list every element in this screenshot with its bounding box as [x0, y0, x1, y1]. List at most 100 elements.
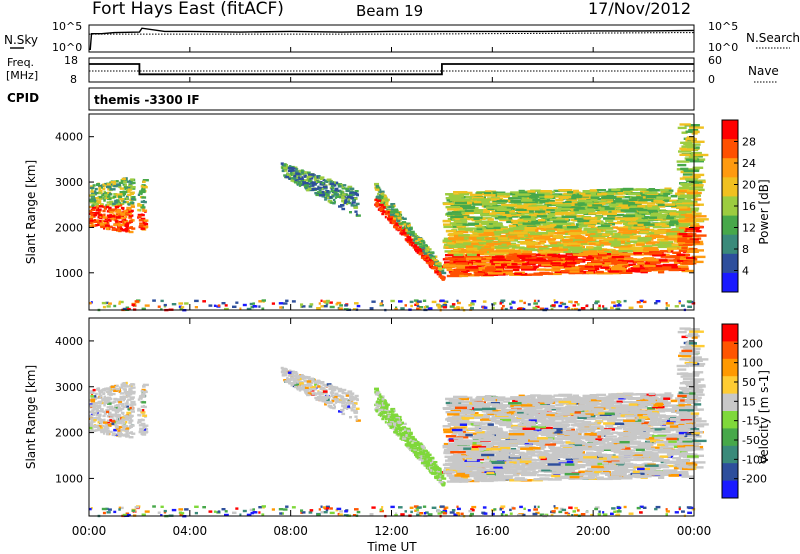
- power-echo: [381, 212, 385, 216]
- power-echo: [508, 224, 517, 228]
- power-echo: [522, 307, 526, 311]
- power-echo: [462, 245, 474, 248]
- power-echo: [555, 204, 572, 207]
- power-echo: [90, 301, 93, 304]
- velocity-echo: [126, 413, 132, 416]
- power-echo: [613, 236, 620, 240]
- power-echo: [389, 210, 395, 214]
- power-echo: [471, 303, 475, 306]
- power-echo: [297, 182, 303, 185]
- velocity-echo: [130, 403, 135, 406]
- power-echo: [374, 186, 378, 189]
- power-echo: [522, 222, 536, 225]
- velocity-echo: [106, 406, 110, 409]
- power-echo: [492, 191, 506, 194]
- power-echo: [626, 240, 634, 243]
- power-echo: [333, 200, 336, 204]
- power-echo: [460, 199, 476, 202]
- velocity-echo: [102, 410, 107, 413]
- power-echo: [535, 259, 547, 262]
- power-echo: [551, 232, 563, 235]
- power-echo: [533, 302, 538, 305]
- power-echo: [679, 249, 688, 252]
- power-echo: [409, 240, 412, 243]
- power-echo: [322, 178, 326, 182]
- power-echo: [392, 217, 397, 220]
- power-echo: [607, 192, 614, 195]
- power-echo: [685, 154, 698, 157]
- power-echo: [509, 237, 520, 240]
- power-echo: [321, 195, 325, 198]
- range-tick-label: 3000: [55, 176, 83, 189]
- power-echo: [396, 227, 400, 231]
- power-echo: [524, 195, 539, 198]
- velocity-echo: [121, 424, 127, 427]
- power-echo: [689, 160, 704, 163]
- power-echo: [314, 178, 318, 182]
- velocity-echo: [92, 388, 96, 392]
- power-echo: [98, 196, 103, 199]
- power-echo: [330, 189, 335, 193]
- power-echo: [487, 207, 499, 210]
- power-echo: [130, 187, 133, 190]
- power-echo: [386, 205, 391, 208]
- power-echo: [584, 266, 594, 269]
- power-echo: [380, 194, 384, 198]
- power-echo: [569, 229, 582, 233]
- power-echo: [141, 196, 147, 199]
- colorbar-tick-label: 8: [742, 243, 749, 256]
- power-echo: [93, 220, 98, 224]
- power-echo: [119, 187, 125, 190]
- power-echo: [291, 300, 296, 303]
- colorbar-tick-label: 24: [742, 157, 756, 170]
- power-echo: [92, 202, 98, 206]
- power-echo: [502, 304, 505, 308]
- power-echo: [416, 241, 420, 244]
- velocity-echo: [99, 396, 102, 399]
- power-echo: [379, 203, 384, 207]
- power-echo: [120, 300, 124, 304]
- power-echo: [239, 307, 242, 310]
- power-echo: [425, 247, 429, 250]
- velocity-echo: [103, 392, 106, 395]
- power-echo: [463, 272, 472, 276]
- power-echo: [382, 206, 386, 209]
- velocity-echo: [104, 396, 108, 400]
- power-echo: [569, 271, 584, 275]
- power-echo: [152, 299, 156, 302]
- power-echo: [613, 195, 623, 199]
- power-echo: [526, 245, 543, 248]
- power-echo: [436, 304, 442, 307]
- power-echo: [305, 179, 310, 182]
- power-echo: [611, 301, 616, 304]
- power-echo: [686, 256, 696, 260]
- power-echo: [665, 304, 670, 307]
- power-echo: [633, 249, 647, 253]
- power-echo: [138, 225, 144, 228]
- power-echo: [345, 187, 349, 190]
- power-echo: [589, 220, 601, 223]
- power-echo: [498, 216, 507, 219]
- power-echo: [508, 197, 522, 200]
- power-echo: [676, 231, 687, 234]
- power-echo: [341, 185, 345, 189]
- power-echo: [630, 240, 643, 243]
- power-echo: [537, 268, 547, 271]
- power-echo: [409, 241, 414, 244]
- velocity-echo: [138, 424, 144, 427]
- power-echo: [96, 207, 99, 210]
- power-echo: [527, 303, 531, 306]
- power-echo: [637, 262, 645, 265]
- power-echo: [473, 200, 482, 204]
- power-echo: [502, 260, 514, 263]
- power-echo: [293, 174, 297, 177]
- power-echo: [675, 267, 689, 271]
- power-echo: [456, 240, 472, 243]
- power-echo: [375, 202, 379, 205]
- power-echo: [505, 257, 514, 260]
- power-echo: [338, 307, 343, 310]
- power-echo: [329, 186, 334, 189]
- power-echo: [517, 234, 525, 237]
- power-echo: [447, 242, 456, 245]
